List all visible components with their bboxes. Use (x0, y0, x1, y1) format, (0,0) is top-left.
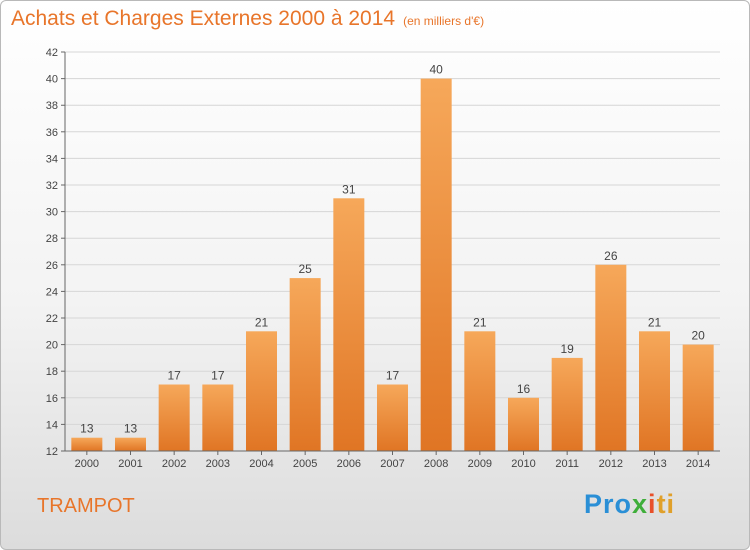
town-name: TRAMPOT (37, 495, 135, 517)
bar-2007 (377, 384, 408, 451)
bar-2011 (551, 357, 583, 451)
bar-2013 (639, 331, 670, 451)
bar-2005 (289, 278, 321, 451)
y-tick-label: 28 (46, 233, 58, 245)
data-label-2002: 17 (167, 369, 181, 383)
data-label-2011: 19 (560, 342, 574, 356)
y-tick-label: 20 (46, 340, 58, 352)
x-tick-label-2005: 2005 (293, 458, 317, 470)
y-tick-label: 22 (46, 313, 58, 325)
y-tick-label: 14 (46, 419, 58, 431)
x-tick-label-2010: 2010 (511, 458, 535, 470)
data-label-2008: 40 (429, 63, 443, 77)
y-tick-label: 40 (46, 74, 58, 86)
data-label-2012: 26 (604, 249, 618, 263)
y-tick-label: 42 (46, 47, 58, 59)
data-labels: 13 13 17 17 21 25 31 17 40 21 16 19 26 21 20 (80, 63, 705, 436)
data-label-2014: 20 (691, 329, 705, 343)
proxiti-logo: Proxiti (584, 489, 676, 519)
y-tick-label: 18 (46, 366, 58, 378)
axes: 12 14 16 18 20 22 24 26 28 30 32 34 36 38 40 42 2000 2001… (46, 47, 720, 470)
x-tick-label-2000: 2000 (75, 458, 99, 470)
bar-2001 (115, 437, 146, 451)
y-tick-label: 30 (46, 207, 58, 219)
data-label-2007: 17 (386, 369, 400, 383)
bar-2004 (246, 331, 277, 451)
y-tick-label: 34 (46, 153, 58, 165)
data-label-2013: 21 (648, 315, 662, 329)
data-label-2003: 17 (211, 369, 225, 383)
x-tick-label-2002: 2002 (162, 458, 186, 470)
data-label-2009: 21 (473, 315, 487, 329)
chart-title-text: Achats et Charges Externes 2000 à 2014 (11, 7, 396, 30)
bar-2014 (682, 344, 714, 451)
data-label-2004: 21 (255, 315, 269, 329)
x-tick-label-2003: 2003 (206, 458, 230, 470)
data-label-2001: 13 (124, 422, 138, 436)
bar-2008 (420, 78, 452, 451)
x-tick-label-2011: 2011 (555, 458, 579, 470)
y-tick-label: 24 (46, 286, 58, 298)
bar-2002 (158, 384, 190, 451)
chart-title: Achats et Charges Externes 2000 à 2014 (e… (11, 7, 484, 31)
bar-2012 (595, 264, 627, 451)
bar-2000 (71, 437, 103, 451)
x-tick-label-2013: 2013 (642, 458, 666, 470)
bar-2006 (333, 198, 365, 451)
data-label-2010: 16 (517, 382, 531, 396)
x-tick-label-2007: 2007 (380, 458, 404, 470)
bar-2010 (508, 397, 539, 451)
bar-2009 (464, 331, 496, 451)
y-tick-label: 32 (46, 180, 58, 192)
bars (71, 78, 714, 451)
y-tick-label: 26 (46, 260, 58, 272)
x-tick-label-2014: 2014 (686, 458, 710, 470)
x-tick-label-2001: 2001 (118, 458, 142, 470)
data-label-2005: 25 (298, 262, 312, 276)
x-tick-label-2004: 2004 (249, 458, 273, 470)
y-tick-label: 38 (46, 100, 58, 112)
bar-2003 (202, 384, 234, 451)
chart-unit-text: (en milliers d'€) (403, 14, 485, 28)
y-tick-label: 16 (46, 393, 58, 405)
y-tick-label: 36 (46, 127, 58, 139)
x-tick-label-2008: 2008 (424, 458, 448, 470)
x-tick-label-2012: 2012 (599, 458, 623, 470)
data-label-2000: 13 (80, 422, 94, 436)
data-label-2006: 31 (342, 182, 356, 196)
y-tick-label: 12 (46, 446, 58, 458)
x-tick-label-2006: 2006 (337, 458, 361, 470)
x-tick-label-2009: 2009 (468, 458, 492, 470)
